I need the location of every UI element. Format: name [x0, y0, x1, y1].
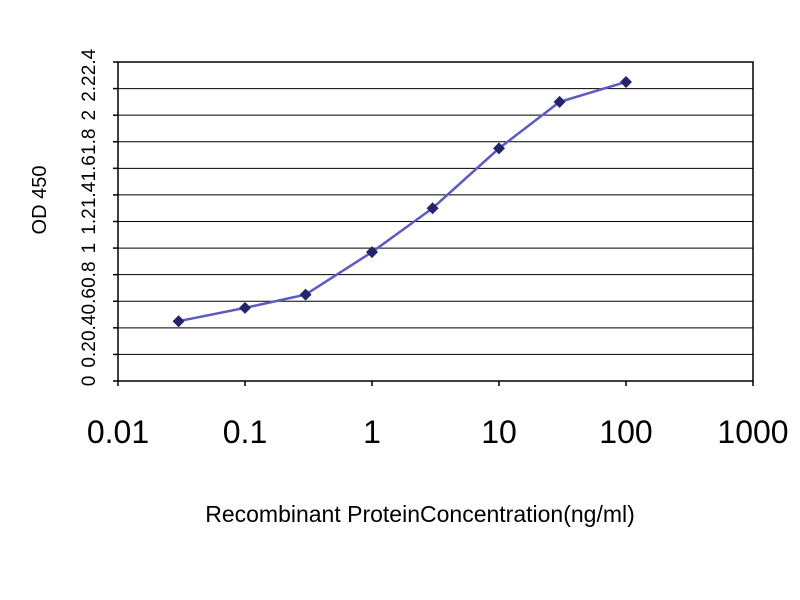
y-tick-label: 2.2	[79, 75, 100, 101]
y-tick-label: 0.8	[79, 261, 100, 287]
y-axis-title: OD 450	[29, 166, 51, 235]
y-tick-label: 0.6	[79, 288, 100, 314]
x-tick-label: 10	[481, 414, 517, 450]
x-tick-label: 1	[363, 414, 381, 450]
data-point-marker	[493, 142, 505, 155]
data-point-marker	[366, 246, 378, 259]
y-tick-label: 1.6	[79, 155, 100, 181]
data-point-marker	[620, 75, 632, 88]
x-tick-label: 1000	[717, 414, 788, 450]
y-tick-label: 1.8	[79, 129, 100, 155]
data-point-marker	[426, 202, 439, 215]
x-tick-label: 100	[599, 414, 652, 450]
y-tick-label: 1	[79, 243, 100, 254]
data-point-marker	[239, 301, 251, 314]
data-point-marker	[553, 95, 566, 108]
y-tick-label: 0	[79, 376, 100, 387]
gridlines	[118, 88, 753, 355]
axis-ticks	[113, 61, 754, 386]
y-tick-label: 1.2	[79, 208, 100, 234]
data-point-marker	[299, 288, 312, 301]
y-axis-tick-labels: 0 0.20.40.60.8 1 1.21.41.61.8 2 2.22.4	[79, 48, 100, 386]
series-layer	[172, 75, 632, 328]
y-tick-label: 2.4	[79, 48, 100, 75]
series-line	[178, 80, 627, 323]
data-point-marker	[172, 315, 185, 328]
x-tick-label: 0.01	[87, 414, 149, 450]
x-axis-tick-labels: 0.01 0.1 1 10 100 1000	[87, 414, 789, 450]
y-tick-label: 1.4	[79, 181, 100, 208]
y-tick-label: 0.2	[79, 341, 100, 367]
x-axis-title: Recombinant ProteinConcentration(ng/ml)	[205, 501, 635, 527]
y-tick-label: 0.4	[79, 314, 100, 341]
x-tick-label: 0.1	[223, 414, 267, 450]
y-tick-label: 2	[79, 110, 100, 121]
